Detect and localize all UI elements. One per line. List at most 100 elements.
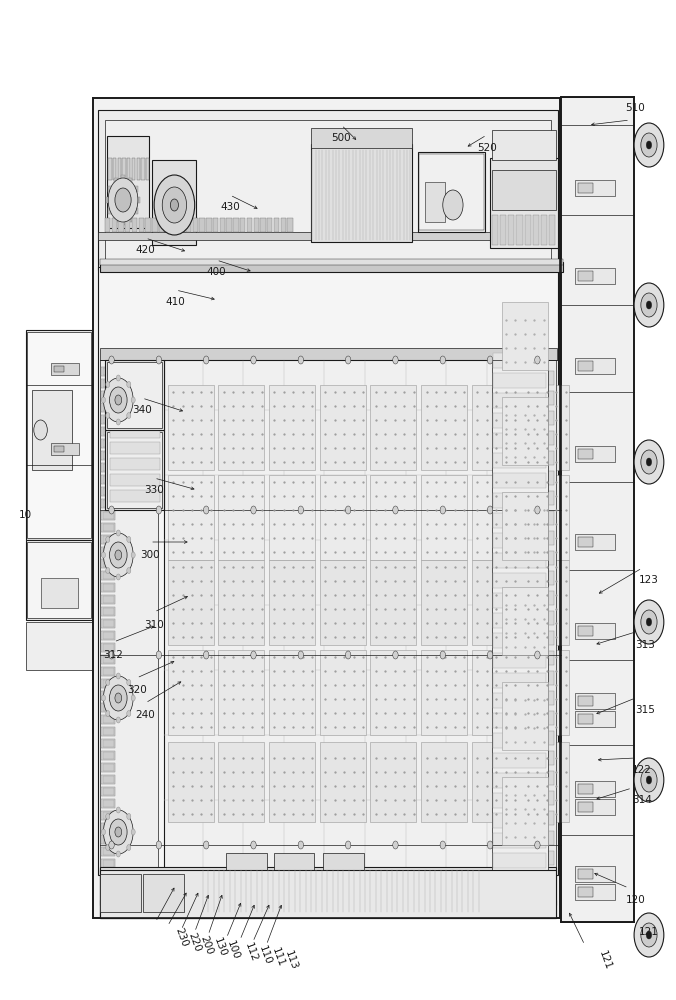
Circle shape (103, 378, 133, 422)
Bar (100, 360, 158, 872)
Bar (493, 833, 546, 848)
Bar (103, 644, 114, 651)
Circle shape (127, 536, 131, 542)
Circle shape (116, 574, 120, 580)
Circle shape (34, 420, 47, 440)
Circle shape (115, 693, 122, 703)
Bar (561, 97, 634, 922)
Bar (101, 511, 115, 520)
Bar (578, 271, 593, 281)
Bar (529, 531, 554, 545)
Bar (493, 493, 546, 508)
Bar (472, 742, 518, 822)
Circle shape (103, 676, 133, 720)
Bar (100, 259, 563, 265)
Bar (206, 218, 212, 232)
Bar (199, 218, 205, 232)
Bar (103, 680, 114, 687)
Bar (103, 512, 114, 519)
Bar (126, 875, 135, 915)
Bar (370, 475, 416, 560)
Bar (493, 813, 546, 828)
Bar (578, 696, 593, 706)
Bar (101, 739, 115, 748)
Circle shape (154, 175, 195, 235)
Circle shape (116, 673, 120, 679)
Bar (168, 650, 214, 735)
Circle shape (251, 506, 256, 514)
Bar (101, 775, 115, 784)
Circle shape (251, 841, 256, 849)
Bar (101, 403, 115, 412)
Bar (101, 691, 115, 700)
Bar (370, 742, 416, 822)
Text: 230: 230 (173, 926, 189, 948)
Circle shape (641, 293, 657, 317)
Circle shape (535, 841, 540, 849)
Circle shape (101, 552, 105, 558)
Bar (103, 560, 114, 567)
Bar (100, 867, 556, 905)
Bar (226, 218, 232, 232)
Bar (578, 802, 593, 812)
Bar (101, 391, 115, 400)
Bar (370, 560, 416, 645)
Bar (101, 451, 115, 460)
Bar (370, 385, 416, 470)
Bar (103, 536, 114, 543)
Bar (211, 875, 220, 915)
Text: 500: 500 (331, 133, 352, 143)
Circle shape (105, 813, 110, 819)
Bar (529, 811, 554, 825)
Bar (103, 476, 114, 483)
Bar (26, 330, 92, 540)
Bar (529, 731, 554, 745)
Bar (103, 584, 114, 591)
Bar (274, 218, 279, 232)
Circle shape (131, 695, 135, 701)
Bar (103, 848, 114, 855)
Circle shape (535, 651, 540, 659)
Bar (260, 218, 266, 232)
Bar (472, 475, 518, 560)
Circle shape (170, 199, 178, 211)
Bar (134, 186, 138, 192)
Bar (112, 218, 117, 232)
Bar (121, 175, 125, 181)
Bar (529, 711, 554, 725)
Bar (101, 727, 115, 736)
Bar (138, 875, 147, 915)
Bar (575, 711, 615, 727)
Bar (26, 540, 92, 620)
Circle shape (345, 356, 351, 364)
Circle shape (203, 506, 209, 514)
Circle shape (156, 506, 162, 514)
Bar (103, 416, 114, 423)
Bar (103, 656, 114, 663)
Circle shape (251, 651, 256, 659)
Bar (472, 385, 518, 470)
Circle shape (105, 711, 110, 717)
Circle shape (156, 356, 162, 364)
Bar (137, 158, 140, 180)
Bar (575, 534, 615, 550)
Circle shape (393, 506, 398, 514)
Circle shape (487, 356, 493, 364)
Circle shape (393, 356, 398, 364)
Bar (103, 452, 114, 459)
Circle shape (641, 768, 657, 792)
Circle shape (440, 841, 445, 849)
Circle shape (127, 413, 131, 419)
Circle shape (535, 506, 540, 514)
Circle shape (298, 356, 304, 364)
Bar (100, 868, 218, 918)
Bar (101, 763, 115, 772)
Bar (132, 218, 137, 232)
Bar (493, 553, 546, 568)
Circle shape (101, 695, 105, 701)
Bar (578, 869, 593, 879)
Bar (101, 367, 115, 376)
Circle shape (298, 841, 304, 849)
Bar (490, 158, 558, 248)
Bar (26, 622, 92, 670)
